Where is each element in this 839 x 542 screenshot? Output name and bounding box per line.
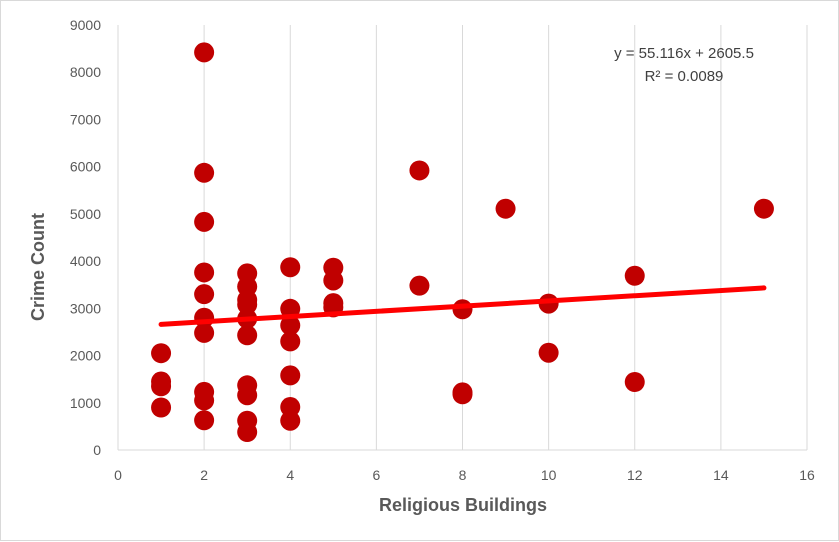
data-points bbox=[151, 42, 774, 443]
axes bbox=[117, 25, 807, 451]
data-point bbox=[409, 275, 430, 296]
data-point bbox=[151, 376, 172, 397]
data-point bbox=[280, 397, 301, 418]
data-point bbox=[452, 299, 473, 320]
data-point bbox=[237, 325, 258, 346]
x-tick-label: 10 bbox=[541, 467, 557, 483]
data-point bbox=[194, 284, 215, 305]
data-point bbox=[194, 410, 215, 431]
y-tick-label: 1000 bbox=[70, 395, 101, 411]
data-point bbox=[237, 294, 258, 315]
x-tick-label: 14 bbox=[713, 467, 729, 483]
data-point bbox=[323, 270, 344, 291]
data-point bbox=[624, 372, 645, 392]
data-point bbox=[194, 211, 215, 232]
trendline-equation: y = 55.116x + 2605.5 bbox=[614, 45, 754, 62]
data-point bbox=[194, 42, 215, 63]
y-tick-label: 6000 bbox=[70, 159, 101, 175]
x-tick-label: 12 bbox=[627, 467, 643, 483]
x-tick-label: 0 bbox=[114, 467, 122, 483]
data-point bbox=[237, 422, 258, 443]
data-point bbox=[194, 162, 215, 183]
data-point bbox=[280, 257, 301, 278]
y-tick-label: 0 bbox=[93, 442, 101, 458]
trendline bbox=[158, 285, 767, 327]
data-point bbox=[151, 343, 172, 364]
data-point bbox=[280, 315, 301, 336]
data-point bbox=[624, 265, 645, 286]
y-tick-label: 7000 bbox=[70, 111, 101, 127]
data-point bbox=[194, 262, 215, 283]
data-point bbox=[280, 365, 301, 386]
data-point bbox=[409, 160, 430, 181]
trendline-r-squared: R² = 0.0089 bbox=[645, 68, 724, 85]
data-point bbox=[237, 385, 258, 406]
data-point bbox=[495, 198, 516, 219]
x-tick-label: 2 bbox=[200, 467, 208, 483]
x-tick-label: 6 bbox=[372, 467, 380, 483]
y-tick-label: 3000 bbox=[70, 300, 101, 316]
data-point bbox=[194, 390, 215, 411]
data-point bbox=[194, 322, 215, 343]
tick-labels: 0 2 4 6 8 10 12 14 16 0 1000 2000 3000 4000 5000 6000 70… bbox=[70, 17, 815, 483]
trendline-group bbox=[158, 285, 767, 327]
y-axis-title: Crime Count bbox=[28, 213, 48, 321]
data-point bbox=[538, 342, 559, 363]
x-tick-label: 4 bbox=[286, 467, 294, 483]
data-point bbox=[753, 198, 774, 219]
data-point bbox=[280, 410, 301, 431]
data-point bbox=[151, 397, 172, 418]
x-tick-label: 8 bbox=[459, 467, 467, 483]
y-tick-label: 8000 bbox=[70, 64, 101, 80]
data-point bbox=[280, 331, 301, 352]
y-tick-label: 4000 bbox=[70, 253, 101, 269]
x-axis-title: Religious Buildings bbox=[379, 495, 547, 515]
y-tick-label: 2000 bbox=[70, 348, 101, 364]
y-tick-label: 9000 bbox=[70, 17, 101, 33]
gridlines bbox=[203, 25, 808, 450]
y-tick-label: 5000 bbox=[70, 206, 101, 222]
x-tick-label: 16 bbox=[799, 467, 815, 483]
data-point bbox=[452, 384, 473, 405]
